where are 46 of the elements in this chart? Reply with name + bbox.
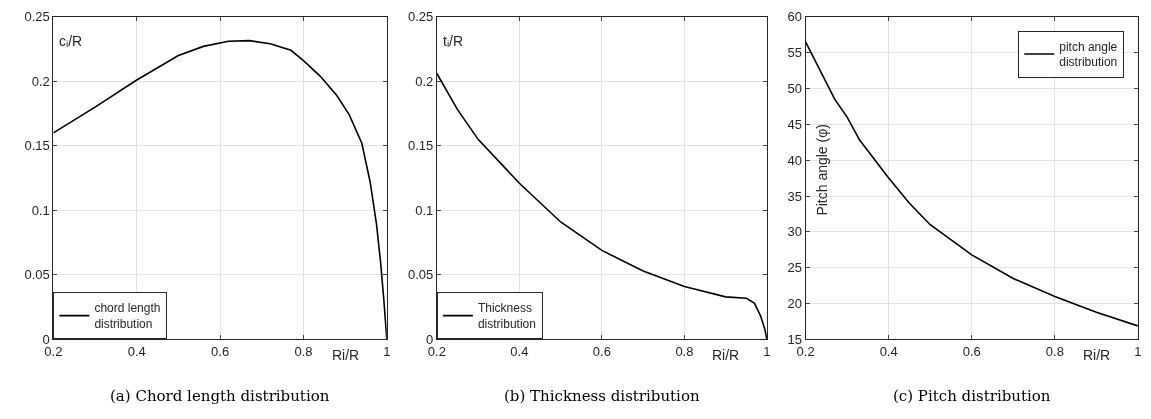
text: (a) Chord length distribution [110, 387, 330, 405]
y-axis-title: tᵢ/R [443, 33, 464, 49]
y-tick-label: 40 [787, 152, 802, 168]
x-tick-label: 0.8 [1045, 344, 1064, 360]
x-tick-label: 1 [763, 344, 771, 360]
legend-label: chord length distribution [94, 301, 161, 332]
text: (c) Pitch distribution [893, 387, 1051, 405]
x-tick-label: 0.6 [592, 344, 611, 360]
legend-label: pitch angle distribution [1059, 39, 1118, 70]
y-tick-label: 25 [787, 260, 802, 276]
y-tick-label: 60 [787, 9, 802, 25]
y-tick-label: 20 [787, 296, 802, 312]
line-series [436, 72, 767, 340]
x-tick-label: 1 [1134, 344, 1142, 360]
y-tick-label: 35 [787, 188, 802, 204]
x-tick-label: 0.6 [962, 344, 981, 360]
y-tick-label: 55 [787, 45, 802, 61]
y-tick-label: 0.25 [24, 9, 50, 25]
y-tick-label: 0.15 [24, 138, 50, 154]
y-tick-label: 30 [787, 224, 802, 240]
x-tick-label: 0.4 [879, 344, 898, 360]
y-tick-label: 0.2 [415, 73, 434, 89]
y-tick-label: 0.2 [31, 73, 50, 89]
x-axis-title: Ri/R [332, 347, 360, 363]
y-tick-label: 0.05 [24, 267, 50, 283]
y-tick-label: 0.25 [407, 9, 434, 25]
x-tick-label: 0.6 [211, 344, 230, 360]
y-tick-label: 15 [787, 332, 802, 348]
y-tick-label: 0.1 [31, 202, 50, 218]
x-tick-label: 0.4 [510, 344, 529, 360]
text: (b) Thickness distribution [504, 387, 700, 405]
x-tick-label: 1 [383, 344, 391, 360]
x-tick-label: 0.8 [294, 344, 313, 360]
y-tick-label: 50 [787, 80, 802, 96]
y-axis-title: Pitch angle (φ) [813, 124, 830, 216]
x-tick-label: 0.4 [127, 344, 146, 360]
legend-label: Thickness distribution [477, 301, 536, 332]
y-tick-label: 0.05 [407, 267, 434, 283]
line-series [805, 41, 1138, 327]
y-axis-title: cᵢ/R [59, 33, 83, 49]
x-tick-label: 0.8 [675, 344, 694, 360]
y-tick-label: 0.1 [415, 202, 434, 218]
y-tick-label: 45 [787, 116, 802, 132]
x-axis-title: Ri/R [712, 347, 740, 363]
y-tick-label: 0.15 [407, 138, 434, 154]
x-axis-title: Ri/R [1083, 347, 1111, 363]
